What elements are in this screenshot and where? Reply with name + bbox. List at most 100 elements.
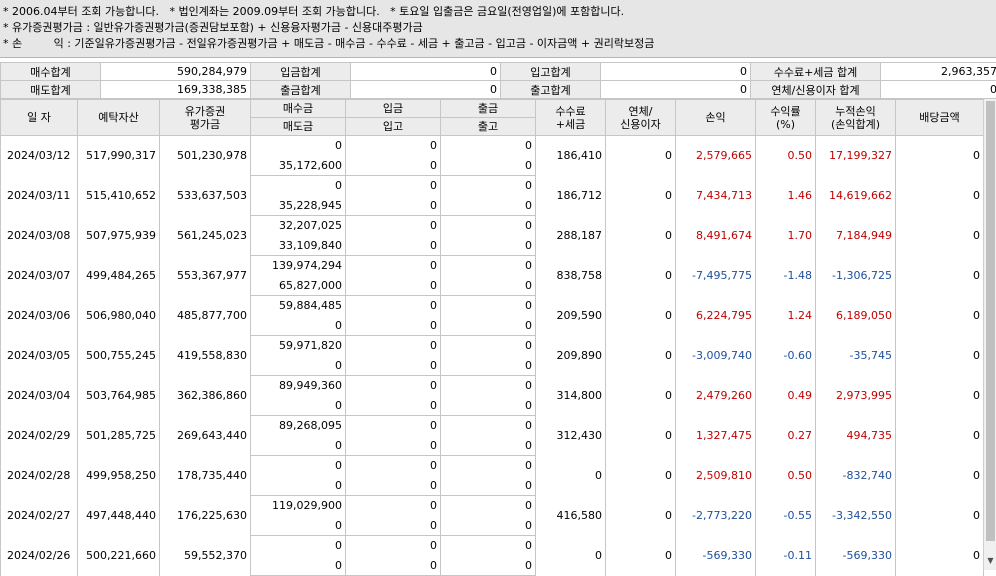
cell-deposit: 0 bbox=[346, 296, 441, 316]
cell-interest: 0 bbox=[606, 176, 676, 216]
vertical-scrollbar[interactable]: ▼ bbox=[983, 99, 996, 570]
cell-sell: 0 bbox=[251, 356, 346, 376]
summary-row: 매수합계 590,284,979 입금합계 0 입고합계 0 수수료+세금 합계… bbox=[1, 63, 996, 81]
col-header-interest[interactable]: 연체/신용이자 bbox=[606, 100, 676, 136]
cell-deposit-assets: 499,484,265 bbox=[78, 256, 160, 296]
cell-fee: 314,800 bbox=[536, 376, 606, 416]
cell-date: 2024/03/06 bbox=[1, 296, 78, 336]
cell-dividend: 0 bbox=[896, 416, 984, 456]
cell-sell: 35,228,945 bbox=[251, 196, 346, 216]
col-header-date[interactable]: 일 자 bbox=[1, 100, 78, 136]
col-header-cumulative[interactable]: 누적손익(손익합계) bbox=[816, 100, 896, 136]
cell-date: 2024/03/07 bbox=[1, 256, 78, 296]
cell-buy: 89,268,095 bbox=[251, 416, 346, 436]
cell-fee: 838,758 bbox=[536, 256, 606, 296]
cell-return: 1.46 bbox=[756, 176, 816, 216]
cell-cumulative: -35,745 bbox=[816, 336, 896, 376]
cell-fee: 186,712 bbox=[536, 176, 606, 216]
cell-return: 1.70 bbox=[756, 216, 816, 256]
cell-securities-eval: 533,637,503 bbox=[160, 176, 251, 216]
col-header-deposit-assets[interactable]: 예탁자산 bbox=[78, 100, 160, 136]
summary-label: 수수료+세금 합계 bbox=[751, 63, 881, 81]
cell-stock-in: 0 bbox=[346, 236, 441, 256]
scroll-down-arrow-icon[interactable]: ▼ bbox=[985, 556, 996, 566]
cell-dividend: 0 bbox=[896, 256, 984, 296]
col-header-sell[interactable]: 매도금 bbox=[251, 118, 346, 136]
cell-fee: 416,580 bbox=[536, 496, 606, 536]
col-header-deposit[interactable]: 입금 bbox=[346, 100, 441, 118]
cell-pnl: 2,579,665 bbox=[676, 136, 756, 176]
cell-cumulative: -1,306,725 bbox=[816, 256, 896, 296]
col-header-stock-out[interactable]: 출고 bbox=[441, 118, 536, 136]
cell-stock-in: 0 bbox=[346, 556, 441, 576]
col-header-buy[interactable]: 매수금 bbox=[251, 100, 346, 118]
cell-securities-eval: 419,558,830 bbox=[160, 336, 251, 376]
cell-deposit-assets: 507,975,939 bbox=[78, 216, 160, 256]
cell-sell: 35,172,600 bbox=[251, 156, 346, 176]
cell-sell: 0 bbox=[251, 556, 346, 576]
note-line: * 손 익 : 기준일유가증권평가금 - 전일유가증권평가금 + 매도금 - 매… bbox=[3, 36, 996, 52]
cell-pnl: 7,434,713 bbox=[676, 176, 756, 216]
col-header-pnl[interactable]: 손익 bbox=[676, 100, 756, 136]
cell-stock-in: 0 bbox=[346, 516, 441, 536]
header-line: 유가증권 bbox=[185, 105, 225, 118]
cell-pnl: -3,009,740 bbox=[676, 336, 756, 376]
col-header-withdraw[interactable]: 출금 bbox=[441, 100, 536, 118]
col-header-fee[interactable]: 수수료+세금 bbox=[536, 100, 606, 136]
cell-stock-out: 0 bbox=[441, 516, 536, 536]
cell-stock-out: 0 bbox=[441, 356, 536, 376]
cell-date: 2024/03/05 bbox=[1, 336, 78, 376]
cell-sell: 0 bbox=[251, 316, 346, 336]
cell-withdraw: 0 bbox=[441, 416, 536, 436]
cell-withdraw: 0 bbox=[441, 256, 536, 276]
cell-date: 2024/02/28 bbox=[1, 456, 78, 496]
cell-deposit: 0 bbox=[346, 256, 441, 276]
cell-buy: 89,949,360 bbox=[251, 376, 346, 396]
cell-stock-out: 0 bbox=[441, 436, 536, 456]
col-header-dividend[interactable]: 배당금액 bbox=[896, 100, 984, 136]
header-line: 연체/ bbox=[629, 105, 653, 118]
cell-sell: 33,109,840 bbox=[251, 236, 346, 256]
cell-buy: 0 bbox=[251, 456, 346, 476]
cell-return: 0.50 bbox=[756, 136, 816, 176]
cell-sell: 0 bbox=[251, 396, 346, 416]
cell-cumulative: -3,342,550 bbox=[816, 496, 896, 536]
cell-return: -1.48 bbox=[756, 256, 816, 296]
summary-label: 출금합계 bbox=[251, 81, 351, 99]
col-header-return[interactable]: 수익률(%) bbox=[756, 100, 816, 136]
cell-interest: 0 bbox=[606, 296, 676, 336]
scrollbar-thumb[interactable] bbox=[986, 101, 995, 541]
cell-date: 2024/03/08 bbox=[1, 216, 78, 256]
cell-stock-out: 0 bbox=[441, 196, 536, 216]
cell-interest: 0 bbox=[606, 416, 676, 456]
cell-dividend: 0 bbox=[896, 496, 984, 536]
header-line: 신용이자 bbox=[620, 118, 660, 131]
cell-stock-out: 0 bbox=[441, 556, 536, 576]
cell-stock-out: 0 bbox=[441, 276, 536, 296]
cell-dividend: 0 bbox=[896, 216, 984, 256]
cell-interest: 0 bbox=[606, 336, 676, 376]
cell-deposit: 0 bbox=[346, 536, 441, 556]
cell-pnl: 2,479,260 bbox=[676, 376, 756, 416]
cell-dividend: 0 bbox=[896, 336, 984, 376]
cell-securities-eval: 269,643,440 bbox=[160, 416, 251, 456]
summary-table: 매수합계 590,284,979 입금합계 0 입고합계 0 수수료+세금 합계… bbox=[0, 62, 996, 99]
cell-dividend: 0 bbox=[896, 136, 984, 176]
cell-withdraw: 0 bbox=[441, 296, 536, 316]
col-header-stock-in[interactable]: 입고 bbox=[346, 118, 441, 136]
cell-stock-out: 0 bbox=[441, 396, 536, 416]
cell-deposit-assets: 503,764,985 bbox=[78, 376, 160, 416]
cell-deposit-assets: 506,980,040 bbox=[78, 296, 160, 336]
